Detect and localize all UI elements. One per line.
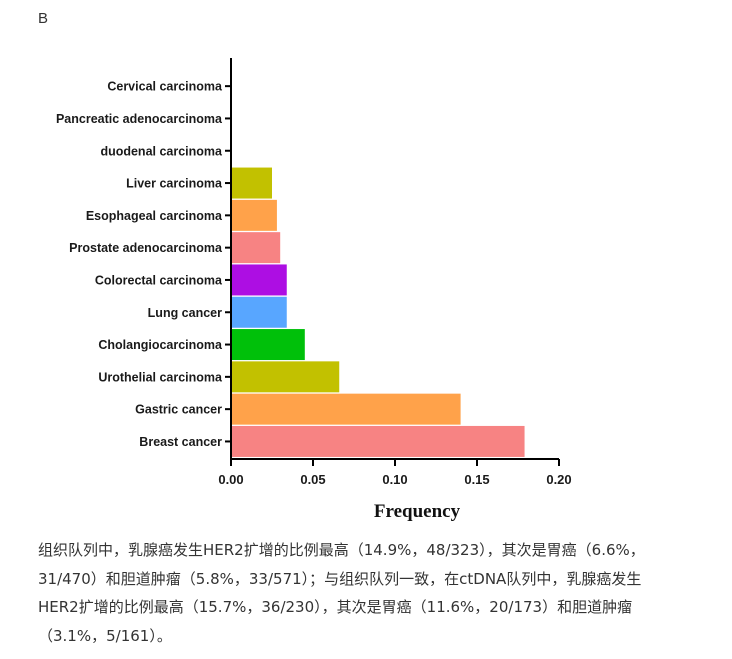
caption-line: （3.1%，5/161）。: [38, 626, 172, 645]
bar-prostate-adenocarcinoma: [232, 232, 281, 264]
category-label: Prostate adenocarcinoma: [69, 241, 223, 255]
x-tick-label: 0.05: [300, 472, 325, 487]
bar-cholangiocarcinoma: [232, 329, 305, 361]
category-label: duodenal carcinoma: [100, 144, 223, 158]
category-label: Cholangiocarcinoma: [98, 338, 223, 352]
caption-paragraph: 组织队列中，乳腺癌发生HER2扩增的比例最高（14.9%，48/323），其次是…: [38, 536, 698, 650]
category-label: Gastric cancer: [135, 403, 222, 417]
caption-line: 组织队列中，乳腺癌发生HER2扩增的比例最高（14.9%，48/323），其次是…: [38, 541, 645, 559]
bar-breast-cancer: [232, 425, 525, 457]
x-tick-label: 0.20: [546, 472, 571, 487]
category-label: Breast cancer: [139, 435, 222, 449]
y-ticks-group: Cervical carcinoma Pancreatic adenocarcin…: [56, 80, 231, 449]
category-label: Esophageal carcinoma: [86, 209, 223, 223]
x-ticks-group: 0.00 0.05 0.10 0.15 0.20: [218, 459, 572, 487]
bars-group: [232, 167, 525, 457]
bar-liver-carcinoma: [232, 167, 272, 199]
x-tick-label: 0.10: [382, 472, 407, 487]
category-label: Cervical carcinoma: [107, 80, 223, 94]
bar-colorectal-carcinoma: [232, 264, 287, 296]
category-label: Colorectal carcinoma: [95, 273, 223, 287]
caption-line: 31/470）和胆道肿瘤（5.8%，33/571）；与组织队列一致，在ctDNA…: [38, 569, 642, 588]
caption-line: HER2扩增的比例最高（15.7%，36/230），其次是胃癌（11.6%，20…: [38, 598, 633, 616]
category-label: Pancreatic adenocarcinoma: [56, 112, 223, 126]
x-tick-label: 0.15: [464, 472, 489, 487]
category-label: Urothelial carcinoma: [98, 370, 223, 384]
bar-esophageal-carcinoma: [232, 199, 277, 231]
x-tick-label: 0.00: [218, 472, 243, 487]
bar-lung-cancer: [232, 296, 287, 328]
bar-chart: Cervical carcinoma Pancreatic adenocarcin…: [56, 58, 572, 522]
category-label: Lung cancer: [148, 306, 222, 320]
x-axis-title: Frequency: [374, 501, 461, 522]
category-label: Liver carcinoma: [126, 177, 223, 191]
bar-urothelial-carcinoma: [232, 361, 340, 393]
panel-label: B: [38, 10, 49, 27]
bar-gastric-cancer: [232, 393, 461, 425]
